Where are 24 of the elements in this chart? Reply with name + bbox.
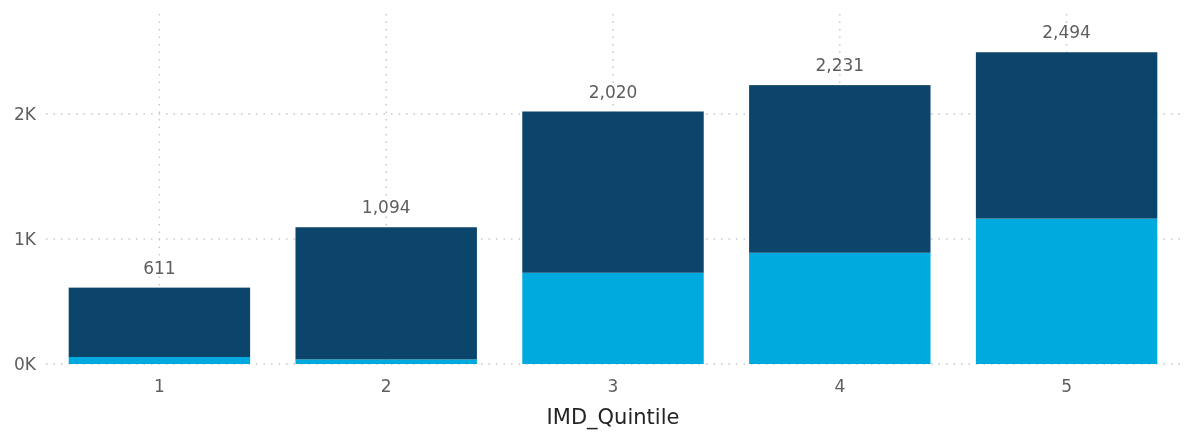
- bar: [522, 272, 704, 364]
- x-tick-label: 5: [1061, 376, 1073, 396]
- x-tick-label: 2: [380, 376, 392, 396]
- bar: [749, 85, 931, 253]
- bar: [975, 218, 1158, 364]
- x-tick-label: 4: [834, 376, 846, 396]
- total-label: 1,094: [361, 197, 411, 218]
- bar: [975, 52, 1158, 219]
- bar: [749, 252, 931, 364]
- y-tick-label: 0K: [14, 353, 37, 374]
- x-axis-title: IMD_Quintile: [546, 405, 680, 430]
- bar: [68, 287, 251, 357]
- x-tick-label: 1: [153, 376, 165, 396]
- bar: [295, 359, 477, 364]
- bar: [68, 357, 251, 364]
- y-tick-label: 2K: [14, 103, 37, 124]
- total-label: 611: [143, 257, 176, 278]
- bar: [522, 111, 704, 273]
- y-tick-label: 1K: [14, 228, 37, 249]
- bar: [295, 227, 477, 360]
- total-label: 2,494: [1042, 22, 1091, 43]
- total-label: 2,020: [588, 81, 638, 102]
- x-tick-label: 3: [607, 376, 619, 396]
- total-label: 2,231: [815, 55, 865, 76]
